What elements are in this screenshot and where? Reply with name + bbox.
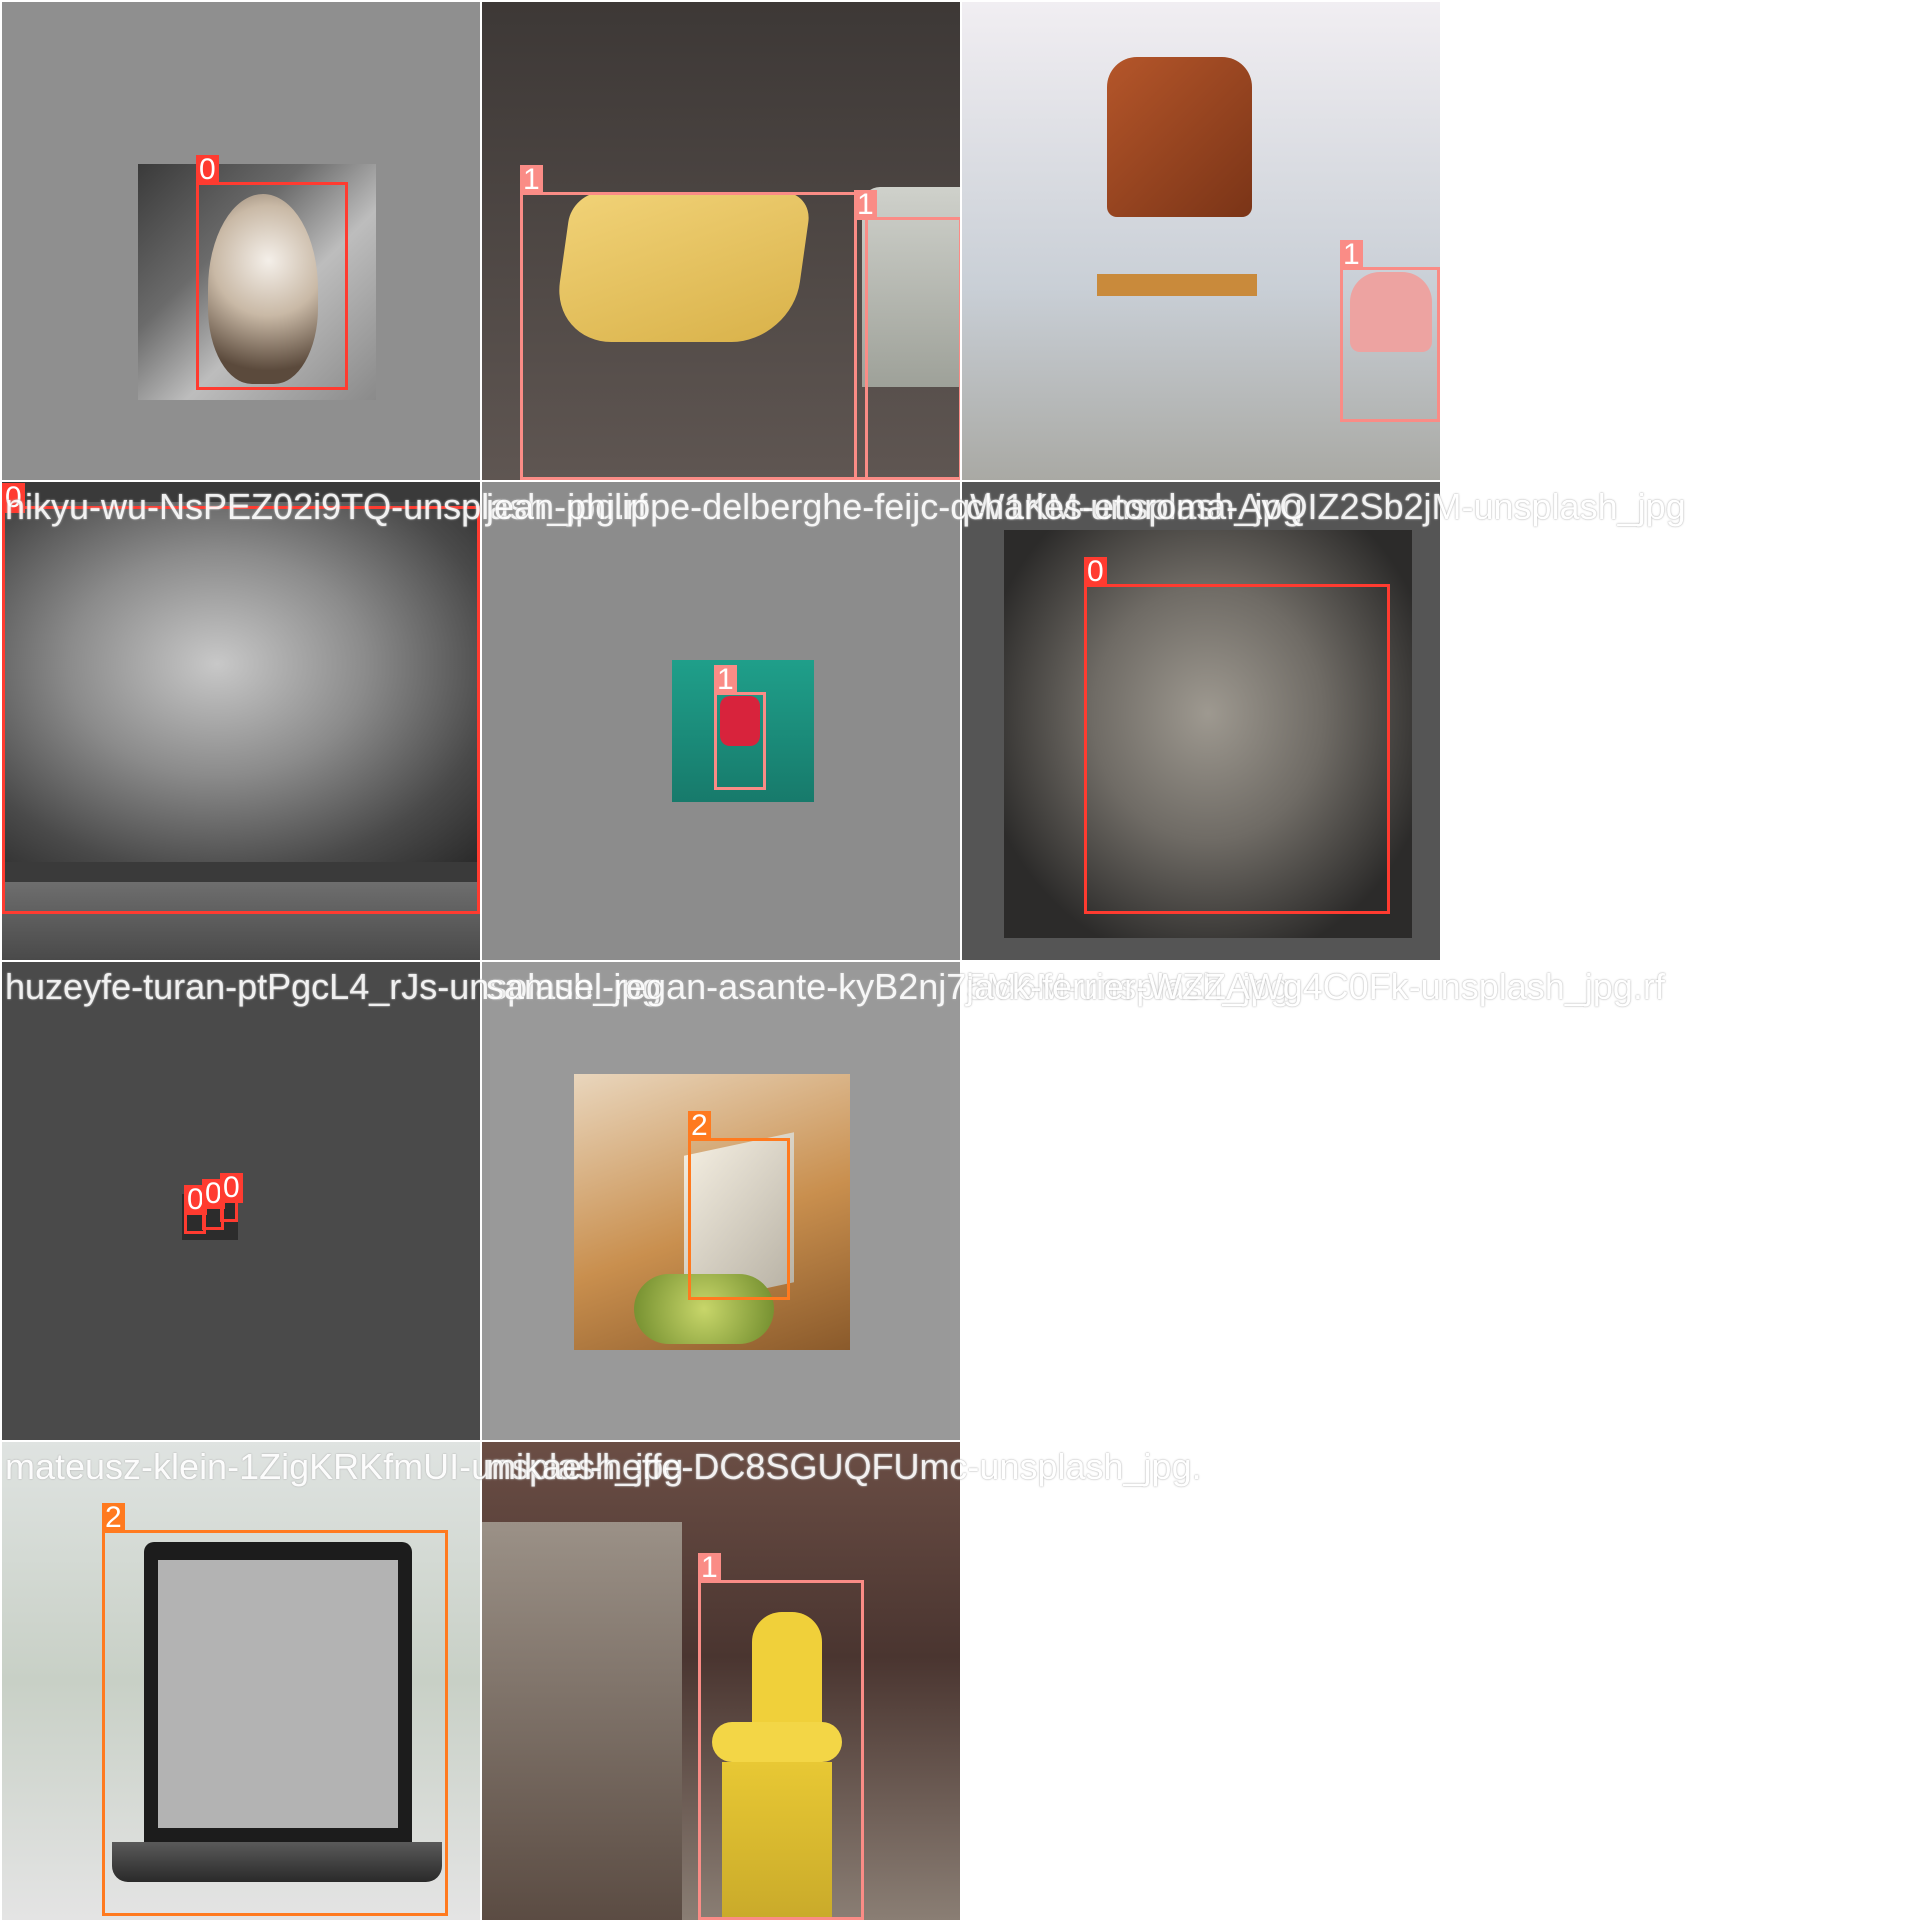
- workshop-photo: [482, 1522, 682, 1920]
- walking-cat-photo: [2, 502, 480, 862]
- kitten-photo: [1004, 530, 1412, 938]
- class-label: 1: [714, 665, 737, 695]
- mosaic-tile-4: 0: [2, 482, 480, 960]
- mosaic-tile-10: 2: [2, 1442, 480, 1920]
- filename-caption: samuel-regan-asante-kyB2nj75M6M-unsplash…: [486, 966, 1291, 1007]
- filename-caption: huzeyfe-turan-ptPgcL4_rJs-unsplash_jpg: [5, 966, 662, 1007]
- mosaic-tile-3: 1: [962, 2, 1440, 480]
- yellow-chair-photo: [692, 1612, 862, 1920]
- mosaic-tile-7: 0 0 0: [2, 962, 480, 1440]
- class-label: 0: [202, 1179, 225, 1209]
- class-label: 0: [220, 1173, 243, 1203]
- class-label: 0: [2, 483, 25, 513]
- detection-box-cat: 0: [202, 1179, 225, 1230]
- detection-box-chair: 1: [520, 165, 868, 480]
- red-chair-photo: [672, 660, 814, 802]
- detection-box-chair: 1: [854, 190, 960, 480]
- shelf-photo: [1097, 274, 1257, 296]
- filename-caption: mikael-heffe-DC8SGUQFUmc-unsplash_jpg.: [486, 1446, 1202, 1487]
- mosaic-tile-1: 0: [2, 2, 480, 480]
- mosaic-tile-11: 1: [482, 1442, 960, 1920]
- class-label: 0: [1084, 557, 1107, 587]
- ledge-photo: [2, 882, 480, 960]
- laptop-photo: [102, 1542, 480, 1920]
- class-label: 0: [184, 1185, 207, 1215]
- class-label: 0: [196, 155, 219, 185]
- filename-caption: jack-ferrier-WZZAWg4C0Fk-unsplash_jpg.rf: [966, 966, 1665, 1007]
- class-label: 1: [1340, 240, 1363, 270]
- detection-box-cat: 0: [184, 1185, 207, 1234]
- filename-caption: nikyu-wu-NsPEZ02i9TQ-unsplash_jpg.rf: [5, 486, 648, 527]
- pink-chair-photo: [1350, 272, 1432, 352]
- filename-caption: charles-etoroma-AvQIZ2Sb2jM-unsplash_jpg: [966, 486, 1686, 527]
- mosaic-tile-8: 2: [482, 962, 960, 1440]
- kitchen-laptop-photo: [574, 1074, 850, 1350]
- detection-box-chair: 1: [698, 1553, 864, 1920]
- grey-chair-photo: [862, 187, 960, 387]
- cat-photo: [138, 164, 376, 400]
- class-label: 1: [854, 190, 877, 220]
- mosaic-tile-5: 1: [482, 482, 960, 960]
- filename-caption: mateusz-klein-1ZigKRKfmUI-unsplash_jpg: [5, 1446, 684, 1487]
- detection-box-laptop: 2: [688, 1111, 790, 1300]
- detection-box-chair: 1: [714, 665, 766, 790]
- mosaic-tile-2: 1 1: [482, 2, 960, 480]
- detection-box-cat: 0: [196, 155, 348, 390]
- class-label: 1: [698, 1553, 721, 1583]
- class-label: 1: [520, 165, 543, 195]
- detection-box-cat: 0: [220, 1173, 243, 1222]
- jacket-photo: [1107, 57, 1252, 217]
- mosaic-tile-6: 0: [962, 482, 1440, 960]
- class-label: 2: [688, 1111, 711, 1141]
- detection-box-chair: 1: [1340, 240, 1440, 422]
- detection-box-laptop: 2: [102, 1503, 448, 1916]
- detection-box-cat: 0: [1084, 557, 1390, 914]
- filename-caption: jean-philippe-delberghe-feijc-qW1KM-unsp…: [486, 486, 1303, 527]
- detection-box-cat: 0: [2, 483, 480, 914]
- class-label: 2: [102, 1503, 125, 1533]
